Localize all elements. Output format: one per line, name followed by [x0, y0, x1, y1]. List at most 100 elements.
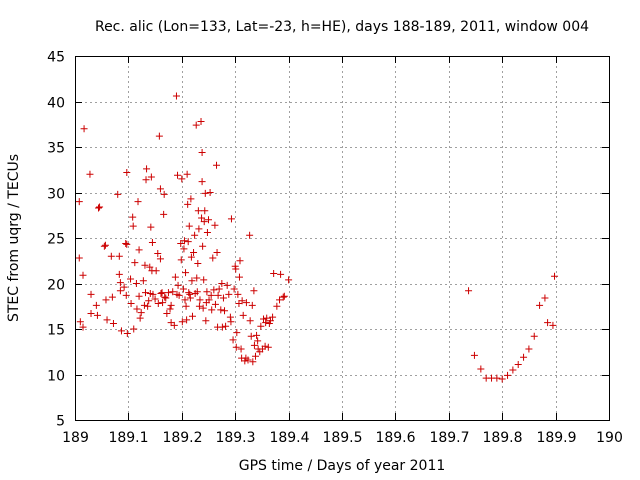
data-point-marker [131, 259, 139, 267]
y-tick-label: 25 [47, 232, 65, 248]
data-point-marker [194, 259, 202, 267]
data-point-marker [260, 315, 268, 323]
data-point-marker [142, 176, 150, 184]
data-point-marker [210, 286, 218, 294]
data-point-marker [233, 329, 241, 337]
data-point-marker [156, 255, 164, 263]
data-points [75, 92, 559, 383]
data-point-marker [134, 198, 142, 206]
data-point-marker [262, 319, 270, 327]
data-point-marker [185, 289, 193, 297]
data-point-marker [93, 311, 101, 319]
data-point-marker [188, 277, 196, 285]
data-point-marker [263, 314, 271, 322]
data-point-marker [221, 307, 229, 315]
data-point-marker [181, 296, 189, 304]
y-tick-label: 10 [47, 369, 65, 385]
data-point-marker [157, 290, 165, 298]
data-point-marker [87, 290, 95, 298]
data-point-marker [242, 299, 250, 307]
data-point-marker [141, 261, 149, 269]
data-point-marker [197, 118, 205, 126]
data-point-marker [188, 312, 196, 320]
data-point-marker [129, 213, 137, 221]
data-point-marker [137, 309, 145, 317]
data-point-marker [211, 300, 219, 308]
data-point-marker [182, 302, 190, 310]
data-point-marker [160, 190, 168, 198]
data-point-marker [115, 270, 123, 278]
data-point-marker [213, 161, 221, 169]
data-point-marker [229, 336, 237, 344]
data-point-marker [159, 299, 167, 307]
data-point-marker [117, 327, 125, 335]
data-point-marker [107, 252, 115, 260]
data-point-marker [470, 351, 478, 359]
data-point-marker [232, 343, 240, 351]
data-point-marker [493, 374, 501, 382]
data-point-marker [498, 375, 506, 383]
data-point-marker [504, 371, 512, 379]
data-point-marker [541, 294, 549, 302]
data-point-marker [135, 246, 143, 254]
data-point-marker [276, 296, 284, 304]
data-point-marker [187, 253, 195, 261]
data-point-marker [186, 290, 194, 298]
x-tick-label: 189.4 [269, 430, 309, 446]
data-point-marker [280, 292, 288, 300]
data-point-marker [92, 301, 100, 309]
y-tick-label: 15 [47, 323, 65, 339]
y-tick-label: 35 [47, 141, 65, 157]
data-point-marker [530, 332, 538, 340]
data-point-marker [257, 322, 265, 330]
data-point-marker [536, 301, 544, 309]
data-point-marker [177, 256, 185, 264]
data-point-marker [148, 239, 156, 247]
data-point-marker [182, 269, 190, 277]
y-tick-label: 20 [47, 278, 65, 294]
data-point-marker [250, 341, 258, 349]
plot-frame [75, 56, 610, 421]
data-point-marker [178, 175, 186, 183]
data-point-marker [223, 281, 231, 289]
x-tick-label: 189 [62, 430, 89, 446]
data-point-marker [180, 237, 188, 245]
data-point-marker [248, 301, 256, 309]
data-point-marker [195, 225, 203, 233]
data-point-marker [94, 204, 102, 212]
data-point-marker [514, 360, 522, 368]
data-point-marker [219, 294, 227, 302]
data-point-marker [465, 287, 473, 295]
data-point-marker [549, 321, 557, 329]
data-point-marker [179, 285, 187, 293]
data-point-marker [133, 305, 141, 313]
data-point-marker [199, 304, 207, 312]
data-point-marker [195, 302, 203, 310]
x-tick-label: 189.2 [162, 430, 202, 446]
y-tick-label: 30 [47, 187, 65, 203]
data-point-marker [174, 281, 182, 289]
data-point-marker [186, 294, 194, 302]
data-point-marker [246, 317, 254, 325]
data-point-marker [103, 316, 111, 324]
data-point-marker [115, 252, 123, 260]
data-point-marker [273, 302, 281, 310]
data-point-marker [154, 249, 162, 257]
data-point-marker [146, 263, 154, 271]
data-point-marker [109, 320, 117, 328]
data-point-marker [211, 221, 219, 229]
y-tick-label: 40 [47, 96, 65, 112]
data-point-marker [266, 317, 274, 325]
data-point-marker [509, 366, 517, 374]
data-point-marker [147, 173, 155, 181]
data-point-marker [151, 295, 159, 303]
data-point-marker [232, 265, 240, 273]
data-point-marker [79, 271, 87, 279]
data-point-marker [160, 210, 168, 218]
y-tick-label: 5 [56, 414, 65, 430]
data-point-marker [116, 279, 124, 287]
data-point-marker [155, 132, 163, 140]
data-point-marker [87, 310, 95, 318]
data-point-marker [163, 310, 171, 318]
data-point-marker [234, 290, 242, 298]
